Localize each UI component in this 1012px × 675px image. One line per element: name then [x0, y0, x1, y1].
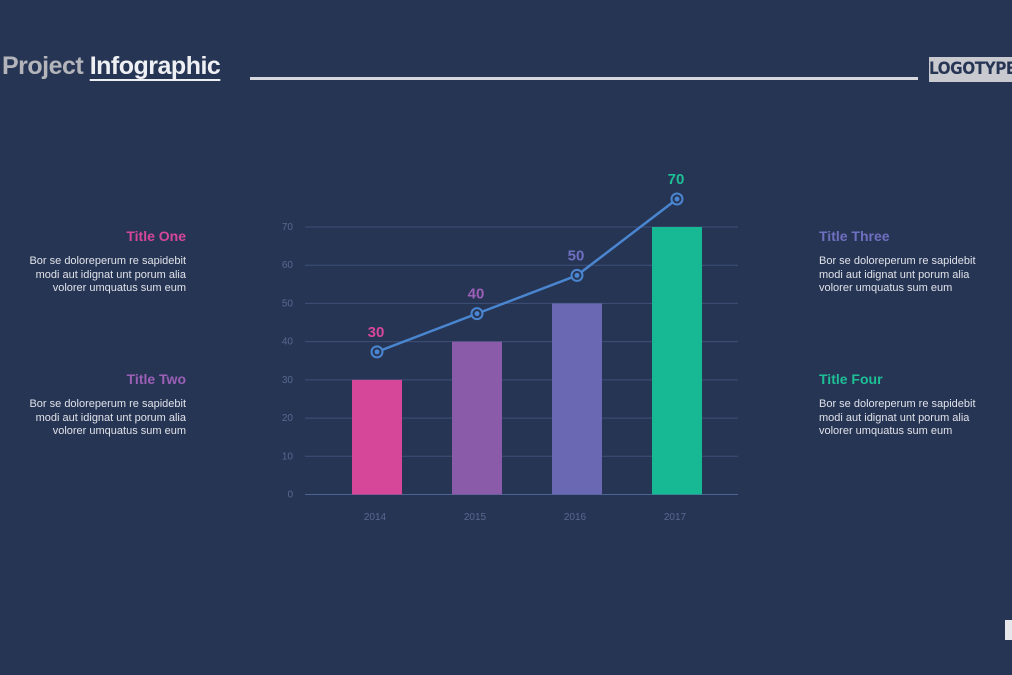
info-text: Bor se doloreperum re sapidebit modi aut…	[29, 398, 186, 438]
info-title: Title Four	[819, 371, 883, 387]
bar	[352, 379, 402, 495]
info-text: Bor se doloreperum re sapidebit modi aut…	[29, 255, 186, 295]
bar	[452, 341, 502, 495]
bar	[652, 227, 702, 495]
info-title: Title Three	[819, 228, 890, 244]
trend-polyline	[376, 198, 678, 354]
y-tick-label: 10	[282, 451, 294, 462]
data-label: 50	[568, 247, 585, 264]
title-emphasis: Infographic	[89, 52, 221, 80]
info-block-two: Title Two Bor se doloreperum re sapidebi…	[6, 371, 186, 439]
y-tick-label: 70	[282, 222, 294, 233]
data-label: 30	[368, 324, 385, 341]
info-block-three: Title Three Bor se doloreperum re sapide…	[819, 228, 999, 296]
trend-point-core	[674, 196, 680, 202]
page-title: Project Infographic	[2, 50, 221, 82]
trend-point-core	[574, 272, 580, 278]
y-tick-label: 0	[287, 490, 293, 501]
trend-point-core	[374, 349, 380, 355]
x-tick-label: 2017	[664, 512, 687, 523]
data-label: 70	[668, 171, 685, 188]
title-plain: Project	[2, 52, 84, 80]
x-tick-label: 2014	[364, 512, 387, 523]
y-tick-label: 50	[282, 298, 294, 309]
bar	[552, 303, 602, 495]
x-tick-label: 2015	[464, 512, 487, 523]
info-block-four: Title Four Bor se doloreperum re sapideb…	[819, 371, 999, 439]
info-title: Title Two	[126, 371, 186, 387]
header-divider	[250, 77, 918, 80]
info-title: Title One	[126, 228, 186, 244]
y-axis-ticks: 0 10 20 30 40 50 60 70	[282, 222, 294, 501]
logotype: LOGOTYPE	[929, 57, 1012, 82]
x-tick-label: 2016	[564, 512, 587, 523]
chart-bars	[352, 227, 702, 495]
y-tick-label: 20	[282, 413, 294, 424]
trend-point-core	[474, 311, 480, 317]
corner-mark	[1005, 620, 1012, 640]
y-tick-label: 40	[282, 337, 294, 348]
info-text: Bor se doloreperum re sapidebit modi aut…	[819, 398, 976, 438]
x-axis-ticks: 2014 2015 2016 2017	[364, 512, 687, 523]
info-block-one: Title One Bor se doloreperum re sapidebi…	[6, 228, 186, 296]
trend-line: 30 40 50 70	[368, 171, 685, 359]
data-label: 40	[468, 286, 485, 303]
y-tick-label: 30	[282, 375, 294, 386]
y-tick-label: 60	[282, 260, 294, 271]
info-text: Bor se doloreperum re sapidebit modi aut…	[819, 255, 976, 295]
